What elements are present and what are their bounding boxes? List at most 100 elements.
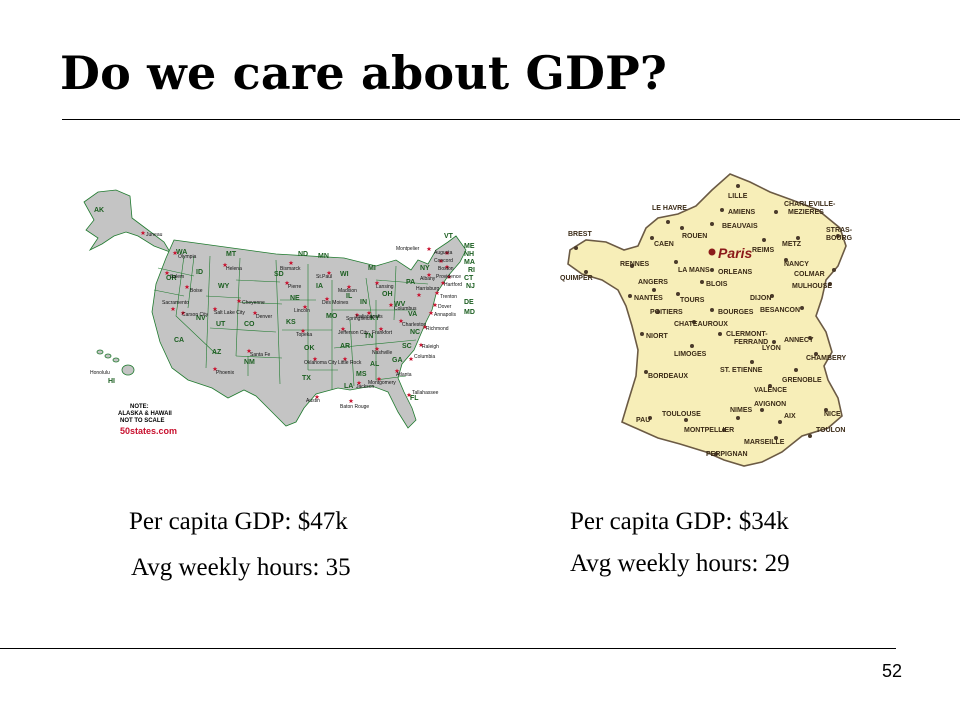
label-colmar: COLMAR bbox=[794, 271, 825, 278]
label-annecy: ANNECY bbox=[784, 337, 814, 344]
label-valence: VALENCE bbox=[754, 387, 787, 394]
label-ak: AK bbox=[94, 207, 104, 214]
map-note-line-2: ALASKA & HAWAII bbox=[118, 411, 172, 417]
label-sacramento: Sacramento bbox=[162, 300, 189, 306]
label-sc: SC bbox=[402, 343, 412, 350]
label-toulon: TOULON bbox=[816, 427, 845, 434]
label-dover: Dover bbox=[438, 304, 452, 310]
label-blois: BLOIS bbox=[706, 281, 728, 288]
label-charleville: CHARLEVILLE- bbox=[784, 201, 836, 208]
label-ms: MS bbox=[356, 371, 367, 378]
label-raleigh: Raleigh bbox=[422, 344, 439, 350]
label-cheyenne: Cheyenne bbox=[242, 300, 265, 306]
label-rouen: ROUEN bbox=[682, 233, 707, 240]
label-bordeaux: BORDEAUX bbox=[648, 373, 688, 380]
state-borders bbox=[153, 255, 429, 390]
map-note-line-3: NOT TO SCALE bbox=[120, 418, 165, 424]
hawaii-shape bbox=[96, 349, 135, 376]
label-pau: PAU bbox=[636, 417, 650, 424]
label-il: IL bbox=[346, 293, 353, 300]
label-va: VA bbox=[408, 311, 417, 318]
label-ky: KY bbox=[370, 315, 380, 322]
label-aix: AIX bbox=[784, 413, 796, 420]
france-map: .fc { font-size: 7px; font-weight: bold;… bbox=[560, 173, 853, 467]
label-frankfort: Frankfort bbox=[372, 330, 393, 336]
page-number: 52 bbox=[882, 661, 903, 681]
label-bourges: BOURGES bbox=[718, 309, 754, 316]
label-nd: ND bbox=[298, 251, 308, 258]
label-salem: Salem bbox=[170, 274, 184, 280]
slide-title: Do we care about GDP? bbox=[60, 46, 668, 100]
us-gdp-per-capita: Per capita GDP: $47k bbox=[129, 508, 348, 535]
label-beauvais: BEAUVAIS bbox=[722, 223, 758, 230]
label-juneau: Juneau bbox=[146, 232, 163, 238]
label-in: IN bbox=[360, 299, 367, 306]
label-ar: AR bbox=[340, 343, 350, 350]
label-ct: CT bbox=[464, 275, 474, 282]
label-denver: Denver bbox=[256, 314, 272, 320]
label-lyon: LYON bbox=[762, 345, 781, 352]
label-charleston: Charleston bbox=[402, 322, 426, 328]
label-ri: RI bbox=[468, 267, 475, 274]
label-reims: REIMS bbox=[752, 247, 775, 254]
label-la: LA bbox=[344, 383, 353, 390]
label-md: MD bbox=[464, 309, 475, 316]
label-trenton: Trenton bbox=[440, 294, 457, 300]
label-mezieres: MEZIERES bbox=[788, 209, 824, 216]
france-cities: LILLE CHARLEVILLE- MEZIERES LE HAVRE AMI… bbox=[560, 184, 853, 458]
label-ga: GA bbox=[392, 357, 403, 364]
label-marseille: MARSEILLE bbox=[744, 439, 785, 446]
label-clermont-2: FERRAND bbox=[734, 339, 768, 346]
label-carson: Carson City bbox=[182, 312, 209, 318]
title-divider bbox=[62, 119, 960, 120]
label-mn: MN bbox=[318, 253, 329, 260]
france-gdp-per-capita: Per capita GDP: $34k bbox=[570, 508, 789, 535]
map-credit: 50states.com bbox=[120, 426, 177, 436]
label-wy: WY bbox=[218, 283, 230, 290]
label-providence: Providence bbox=[436, 274, 461, 280]
label-al: AL bbox=[370, 361, 380, 368]
label-besancon: BESANCON bbox=[760, 307, 800, 314]
us-avg-weekly-hours: Avg weekly hours: 35 bbox=[131, 554, 351, 581]
label-topeka: Topeka bbox=[296, 332, 312, 338]
label-strasbourg-1: STRAS- bbox=[826, 227, 853, 234]
label-sd: SD bbox=[274, 271, 284, 278]
label-lincoln: Lincoln bbox=[294, 308, 310, 314]
label-boston: Boston bbox=[438, 266, 454, 272]
label-nantes: NANTES bbox=[634, 295, 663, 302]
label-oh: OH bbox=[382, 291, 393, 298]
label-nashville: Nashville bbox=[372, 350, 393, 356]
label-ca: CA bbox=[174, 337, 184, 344]
label-de: DE bbox=[464, 299, 474, 306]
label-littlerock: Little Rock bbox=[338, 360, 362, 366]
label-stpaul: St.Paul bbox=[316, 274, 332, 280]
label-indianapolis: Indianapolis bbox=[356, 314, 383, 320]
label-vt: VT bbox=[444, 233, 454, 240]
label-poitiers: POITIERS bbox=[650, 309, 683, 316]
label-jeffcity: Jefferson City bbox=[338, 330, 369, 336]
paris-dot bbox=[708, 248, 716, 256]
label-perpignan: PERPIGNAN bbox=[706, 451, 748, 458]
label-nh: NH bbox=[464, 251, 474, 258]
label-tx: TX bbox=[302, 375, 311, 382]
label-orleans: ORLEANS bbox=[718, 269, 753, 276]
label-paris: Paris bbox=[718, 245, 752, 261]
label-lansing: Lansing bbox=[376, 284, 394, 290]
label-strasbourg-2: BOURG bbox=[826, 235, 853, 242]
label-tallahassee: Tallahassee bbox=[412, 390, 439, 396]
label-me: ME bbox=[464, 243, 475, 250]
label-nimes: NIMES bbox=[730, 407, 753, 414]
label-slc: Salt Lake City bbox=[214, 310, 245, 316]
label-toulouse: TOULOUSE bbox=[662, 411, 701, 418]
us-capitals: Olympia Salem Sacramento Boise Carson Ci… bbox=[162, 246, 462, 410]
label-mulhouse: MULHOUSE bbox=[792, 283, 832, 290]
label-niort: NIORT bbox=[646, 333, 669, 340]
label-pierre: Pierre bbox=[288, 284, 302, 290]
label-nj: NJ bbox=[466, 283, 475, 290]
contiguous-us-shape bbox=[151, 235, 467, 429]
france-shape bbox=[567, 173, 847, 467]
label-mt: MT bbox=[226, 251, 237, 258]
label-ny: NY bbox=[420, 265, 430, 272]
label-dijon: DIJON bbox=[750, 295, 771, 302]
label-brest: BREST bbox=[568, 231, 592, 238]
